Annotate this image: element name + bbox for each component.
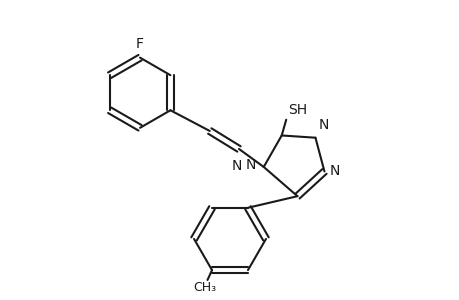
Text: N: N bbox=[329, 164, 340, 178]
Text: SH: SH bbox=[288, 103, 307, 118]
Text: CH₃: CH₃ bbox=[193, 281, 216, 294]
Text: N: N bbox=[319, 118, 329, 132]
Text: N: N bbox=[245, 158, 255, 172]
Text: F: F bbox=[136, 37, 144, 51]
Text: N: N bbox=[231, 159, 241, 173]
